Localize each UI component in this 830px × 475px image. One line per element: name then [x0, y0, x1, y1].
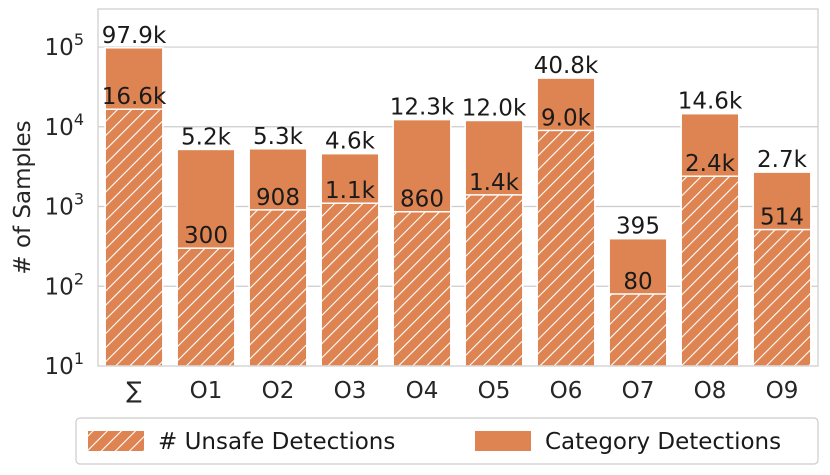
x-tick-label: O7 — [622, 378, 655, 404]
y-tick-label: 101 — [45, 349, 84, 380]
data-labels: 97.9k 16.6k 5.2k 300 5.3k 908 4.6k 1.1k 12.3k 860… — [102, 23, 808, 295]
data-label-category: 5.3k — [253, 124, 304, 150]
data-label-unsafe: 908 — [256, 185, 300, 211]
x-tick-label: O6 — [550, 378, 583, 404]
bar-unsafe-detections — [536, 129, 596, 367]
legend-label-category: Category Detections — [545, 429, 781, 455]
data-label-unsafe: 1.1k — [325, 178, 376, 204]
data-label-category: 395 — [616, 214, 660, 240]
bar-unsafe-detections — [320, 202, 380, 367]
bar-unsafe-detections — [104, 108, 164, 367]
x-tick-label: O8 — [694, 378, 727, 404]
bar-unsafe-detections — [680, 175, 740, 367]
data-label-category: 97.9k — [102, 23, 167, 49]
data-label-category: 12.0k — [462, 95, 527, 121]
legend-box — [75, 417, 819, 465]
y-tick-label: 103 — [45, 190, 84, 221]
bars — [104, 47, 812, 367]
data-label-category: 2.7k — [757, 147, 808, 173]
legend: # Unsafe Detections Category Detections — [75, 417, 819, 465]
data-label-category: 5.2k — [181, 124, 232, 150]
legend-label-unsafe: # Unsafe Detections — [158, 429, 395, 455]
data-label-category: 12.3k — [390, 95, 455, 121]
y-axis-label: # of Samples — [10, 120, 36, 274]
x-tick-label: O3 — [334, 378, 367, 404]
data-label-unsafe: 514 — [760, 205, 804, 231]
bar-unsafe-detections — [176, 247, 236, 367]
data-label-category: 14.6k — [678, 89, 743, 115]
x-tick-label: O9 — [766, 378, 799, 404]
bar-unsafe-detections — [392, 210, 452, 367]
bar-unsafe-detections — [752, 228, 812, 367]
data-label-unsafe: 16.6k — [102, 84, 167, 110]
data-label-unsafe: 9.0k — [541, 105, 592, 131]
data-label-category: 4.6k — [325, 129, 376, 155]
x-tick-label: O5 — [478, 378, 511, 404]
data-label-unsafe: 1.4k — [469, 170, 520, 196]
x-tick-label: ∑ — [126, 378, 142, 404]
data-label-category: 40.8k — [534, 53, 599, 79]
bar-unsafe-detections — [464, 194, 524, 367]
x-tick-label: O2 — [262, 378, 295, 404]
bar-unsafe-detections — [248, 209, 308, 367]
data-label-unsafe: 80 — [623, 269, 652, 295]
plot-frame — [97, 8, 819, 367]
bar-unsafe-detections — [608, 293, 668, 367]
x-tick-label: O4 — [406, 378, 439, 404]
y-tick-label: 102 — [45, 269, 84, 300]
legend-swatch-category — [475, 431, 531, 451]
data-label-unsafe: 2.4k — [685, 151, 736, 177]
axes: 101 102 103 104 105 ∑ O1 O2 O3 O4 O5 O6 O7 O8 O9 # of S… — [10, 8, 819, 404]
data-label-unsafe: 300 — [184, 223, 228, 249]
y-tick-label: 104 — [45, 110, 84, 141]
x-tick-label: O1 — [190, 378, 223, 404]
data-label-unsafe: 860 — [400, 187, 444, 213]
y-tick-label: 105 — [45, 30, 84, 61]
legend-swatch-unsafe — [88, 431, 144, 451]
